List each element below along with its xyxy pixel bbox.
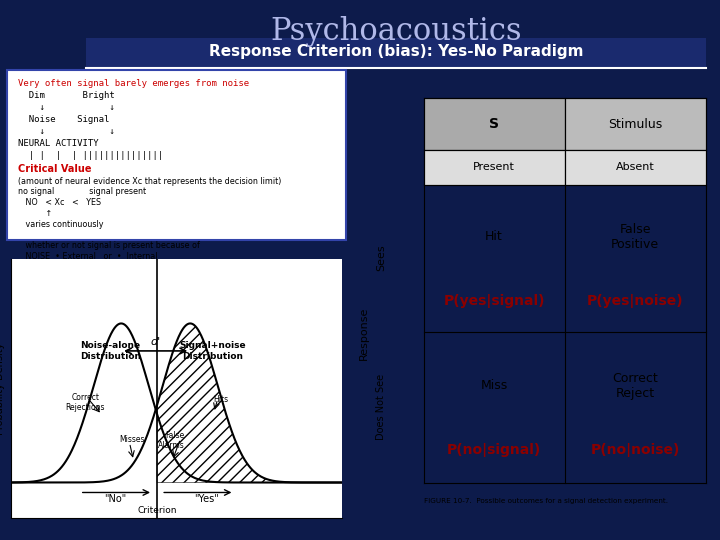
Text: Hit: Hit xyxy=(485,230,503,243)
Y-axis label: Probability Density: Probability Density xyxy=(0,342,5,435)
Text: Response Criterion (bias): Yes-No Paradigm: Response Criterion (bias): Yes-No Paradi… xyxy=(209,44,583,59)
Text: Dim       Bright: Dim Bright xyxy=(18,91,114,100)
FancyBboxPatch shape xyxy=(423,98,564,150)
Text: Correct
Reject: Correct Reject xyxy=(612,372,658,400)
Text: Present: Present xyxy=(473,163,515,172)
Text: P(yes|noise): P(yes|noise) xyxy=(587,294,683,308)
Text: "Yes": "Yes" xyxy=(194,495,219,504)
Text: | |  |  | |||||||||||||||: | | | | ||||||||||||||| xyxy=(18,151,163,160)
Text: NO   < Xc   <   YES: NO < Xc < YES xyxy=(18,198,101,207)
Text: Does Not See: Does Not See xyxy=(376,374,386,440)
Text: Misses: Misses xyxy=(120,435,145,444)
Text: Response: Response xyxy=(359,307,369,360)
Text: no signal              signal present: no signal signal present xyxy=(18,187,146,197)
FancyBboxPatch shape xyxy=(423,150,564,185)
FancyBboxPatch shape xyxy=(7,70,346,240)
Text: False
Positive: False Positive xyxy=(611,222,660,251)
Text: Hits: Hits xyxy=(213,395,228,404)
Text: Sees: Sees xyxy=(376,245,386,272)
Text: Criterion: Criterion xyxy=(138,507,177,516)
Text: P(no|signal): P(no|signal) xyxy=(447,443,541,457)
Text: Miss: Miss xyxy=(480,379,508,392)
Text: Stimulus: Stimulus xyxy=(608,118,662,131)
Text: NOISE  • External   or  •  Internal: NOISE • External or • Internal xyxy=(18,252,158,261)
Text: P(yes|signal): P(yes|signal) xyxy=(444,294,545,308)
Text: ↓            ↓: ↓ ↓ xyxy=(18,127,114,136)
Text: Critical Value: Critical Value xyxy=(18,164,91,174)
Text: "No": "No" xyxy=(104,495,127,504)
Text: Noise    Signal: Noise Signal xyxy=(18,115,109,124)
FancyBboxPatch shape xyxy=(564,150,706,185)
Text: Psychoacoustics: Psychoacoustics xyxy=(270,16,522,47)
Text: d': d' xyxy=(150,337,161,347)
Text: NEURAL ACTIVITY: NEURAL ACTIVITY xyxy=(18,139,99,148)
Text: P(no|noise): P(no|noise) xyxy=(590,443,680,457)
Text: Absent: Absent xyxy=(616,163,654,172)
Text: ↓            ↓: ↓ ↓ xyxy=(18,103,114,112)
Text: Very often signal barely emerges from noise: Very often signal barely emerges from no… xyxy=(18,79,249,89)
Text: Signal+noise
Distribution: Signal+noise Distribution xyxy=(179,341,246,361)
Text: False
Alarms: False Alarms xyxy=(158,431,184,450)
Text: varies continuously: varies continuously xyxy=(18,220,104,229)
Text: FIGURE 10-7.  Possible outcomes for a signal detection experiment.: FIGURE 10-7. Possible outcomes for a sig… xyxy=(423,498,667,504)
FancyBboxPatch shape xyxy=(86,38,706,68)
Text: S: S xyxy=(489,117,499,131)
Text: ↑: ↑ xyxy=(18,209,53,218)
Text: whether or not signal is present because of: whether or not signal is present because… xyxy=(18,241,200,251)
Text: (amount of neural evidence Xc that represents the decision limit): (amount of neural evidence Xc that repre… xyxy=(18,177,282,186)
FancyBboxPatch shape xyxy=(564,98,706,150)
Text: Correct
Rejections: Correct Rejections xyxy=(66,393,105,412)
Text: Noise-alone
Distribution: Noise-alone Distribution xyxy=(80,341,140,361)
